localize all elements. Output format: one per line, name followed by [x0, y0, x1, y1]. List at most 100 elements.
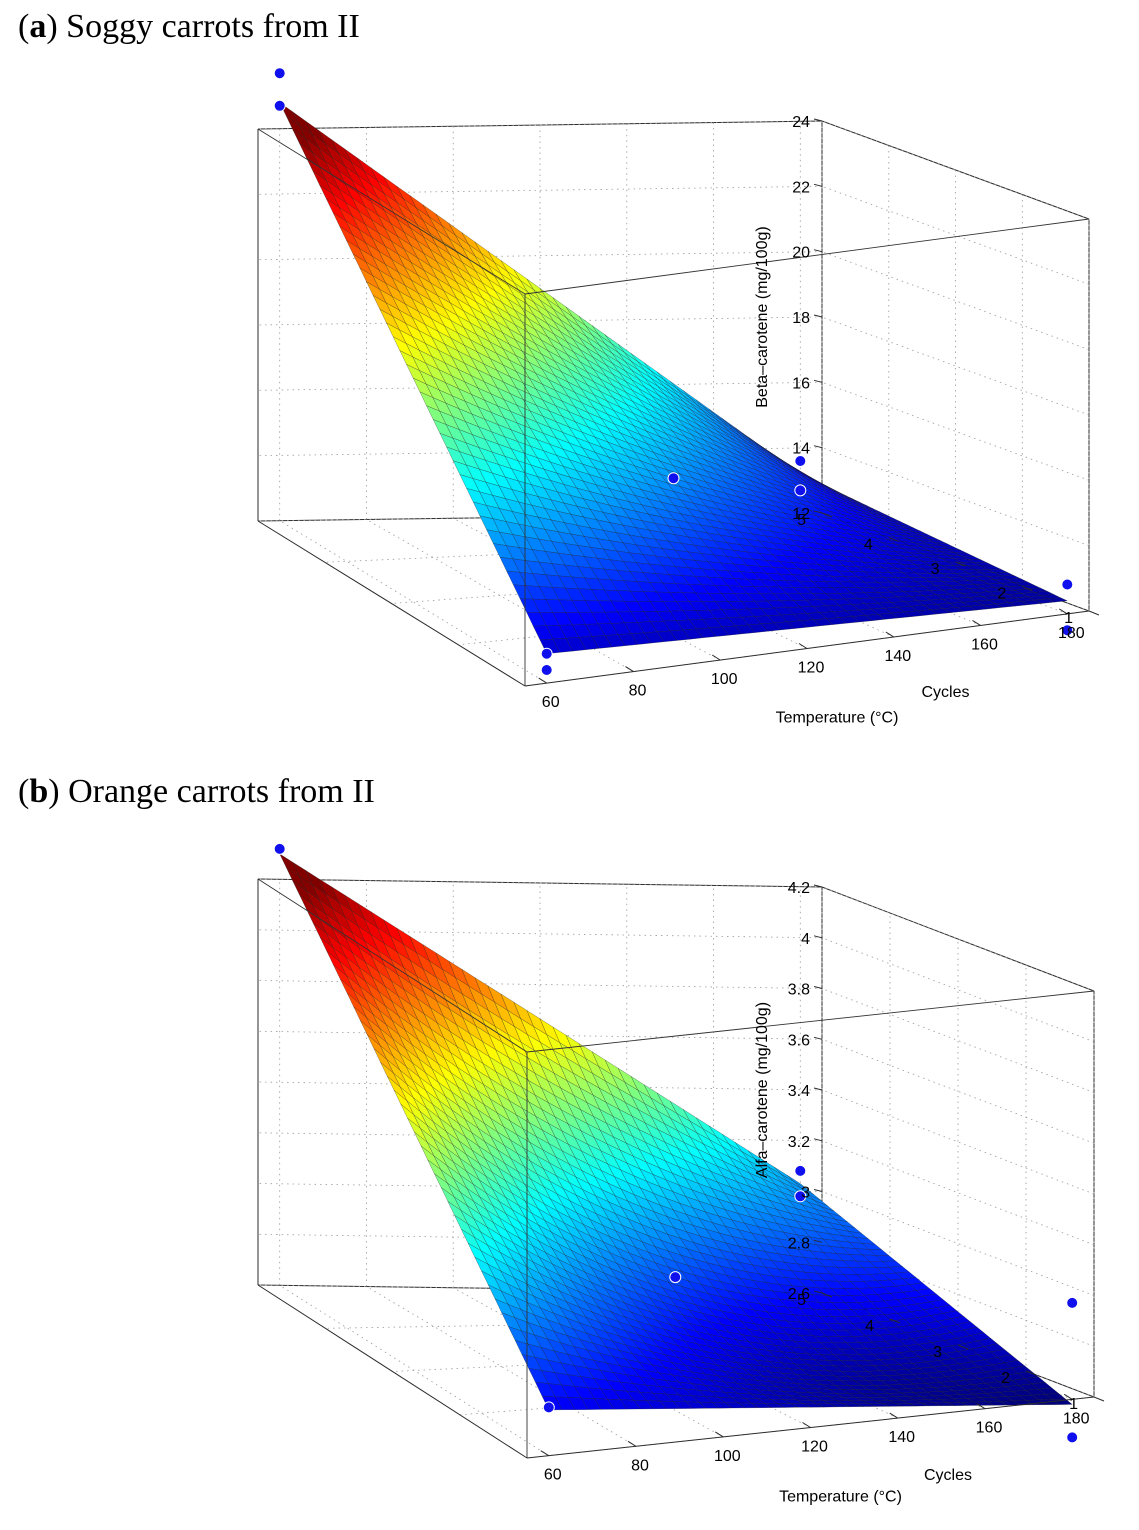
y-tick-label: 3: [933, 1344, 942, 1361]
chart-title: (b) Orange carrots from II: [18, 773, 375, 810]
tick-mark: [813, 884, 823, 888]
data-point: [667, 472, 680, 485]
tick-mark: [813, 379, 823, 383]
gridline: [257, 980, 823, 989]
y-tick-label: 2: [997, 586, 1006, 603]
y-tick-label: 2: [1001, 1370, 1010, 1387]
tick-mark: [711, 654, 721, 661]
data-point: [540, 647, 553, 660]
data-point: [1061, 578, 1074, 591]
data-point: [794, 1164, 807, 1177]
tick-mark: [1025, 1370, 1037, 1376]
x-tick-label: 180: [1058, 625, 1085, 642]
gridline: [257, 120, 823, 130]
gridline: [821, 316, 1090, 416]
gridline: [257, 878, 823, 888]
gridline: [821, 381, 1090, 481]
axis-line: [257, 878, 528, 1053]
gridline: [257, 185, 823, 195]
gridline: [257, 1081, 823, 1091]
panel-letter: b: [29, 773, 49, 810]
surface-patch: [1051, 1398, 1073, 1405]
tick-mark: [813, 1138, 823, 1142]
data-point: [794, 484, 807, 497]
tick-mark: [798, 643, 808, 649]
tick-mark: [813, 1290, 823, 1294]
tick-mark: [715, 1431, 724, 1438]
z-tick-label: 3.2: [788, 1134, 810, 1151]
gridline: [821, 251, 1090, 351]
tick-mark: [627, 1440, 637, 1447]
y-axis-label: Cycles: [924, 1467, 972, 1484]
tick-mark: [1093, 1396, 1105, 1402]
z-tick-label: 3.8: [788, 982, 810, 999]
tick-mark: [625, 666, 634, 673]
z-tick-label: 3.4: [788, 1083, 810, 1100]
tick-mark: [813, 1239, 823, 1243]
axis-line: [257, 1284, 528, 1459]
gridline: [821, 1140, 1095, 1246]
gridline: [821, 988, 1095, 1093]
axis-line: [257, 128, 526, 295]
x-tick-label: 60: [542, 694, 560, 711]
tick-mark: [813, 986, 823, 989]
panel-letter: a: [29, 8, 47, 45]
z-tick-label: 3.6: [788, 1032, 810, 1049]
tick-mark: [972, 619, 981, 626]
y-tick-label: 5: [797, 1292, 806, 1309]
axis-line: [257, 520, 526, 687]
z-tick-label: 24: [792, 114, 810, 131]
tick-labels: 2.6 2.8 3 3.2 3.4 3.6 3.8 4 4.2 60 80 100 120 140 160 1…: [540, 880, 1105, 1484]
gridline: [821, 1191, 1095, 1296]
data-point: [794, 455, 807, 467]
x-tick-label: 60: [544, 1467, 562, 1484]
gridline: [257, 316, 823, 326]
gridline: [257, 1030, 823, 1040]
gridline: [821, 937, 1095, 1043]
z-tick-label: 20: [792, 245, 810, 262]
x-tick-label: 100: [714, 1448, 741, 1465]
tick-mark: [957, 1344, 969, 1350]
z-tick-label: 16: [792, 375, 810, 392]
z-tick-label: 22: [792, 179, 810, 196]
x-tick-label: 180: [1063, 1410, 1090, 1427]
y-tick-label: 3: [931, 561, 940, 578]
x-tick-label: 140: [884, 648, 911, 665]
tick-mark: [888, 537, 899, 542]
data-point: [1061, 624, 1074, 637]
tick-mark: [813, 118, 823, 122]
tick-mark: [1022, 586, 1033, 591]
tick-mark: [813, 1036, 823, 1040]
tick-mark: [889, 1412, 898, 1419]
gridline: [821, 886, 1095, 992]
axis-line: [524, 218, 1090, 295]
z-tick-label: 4: [801, 931, 810, 948]
z-axis-label: Beta–carotene (mg/100g): [754, 226, 771, 407]
data-points: [273, 842, 1079, 1444]
chart-title-text: Orange carrots from II: [68, 773, 375, 810]
x-tick-label: 100: [711, 671, 738, 688]
surface-plot: 12141618202224608010012014016018012345Be…: [257, 67, 1100, 727]
tick-mark: [813, 183, 823, 187]
gridline: [257, 251, 823, 261]
gridline: [279, 1284, 550, 1457]
gridline: [257, 929, 823, 939]
surface-patch: [1046, 597, 1068, 603]
z-tick-label: 2.8: [788, 1235, 810, 1252]
tick-mark: [813, 314, 823, 318]
x-tick-label: 160: [971, 636, 998, 653]
tick-mark: [540, 1450, 550, 1457]
x-axis-label: Temperature (°C): [776, 710, 899, 727]
surface: [279, 102, 1068, 654]
tick-mark: [813, 1087, 823, 1091]
x-tick-label: 80: [629, 683, 647, 700]
chart-title: (a) Soggy carrots from II: [18, 8, 360, 45]
chart-title-text: Soggy carrots from II: [66, 8, 360, 45]
z-tick-label: 4.2: [788, 880, 810, 897]
y-axis-label: Cycles: [921, 684, 969, 701]
x-tick-label: 160: [976, 1420, 1003, 1437]
axes-box-front: [257, 128, 1090, 687]
tick-mark: [802, 1422, 811, 1428]
tick-mark: [976, 1403, 986, 1410]
data-point: [669, 1271, 682, 1284]
